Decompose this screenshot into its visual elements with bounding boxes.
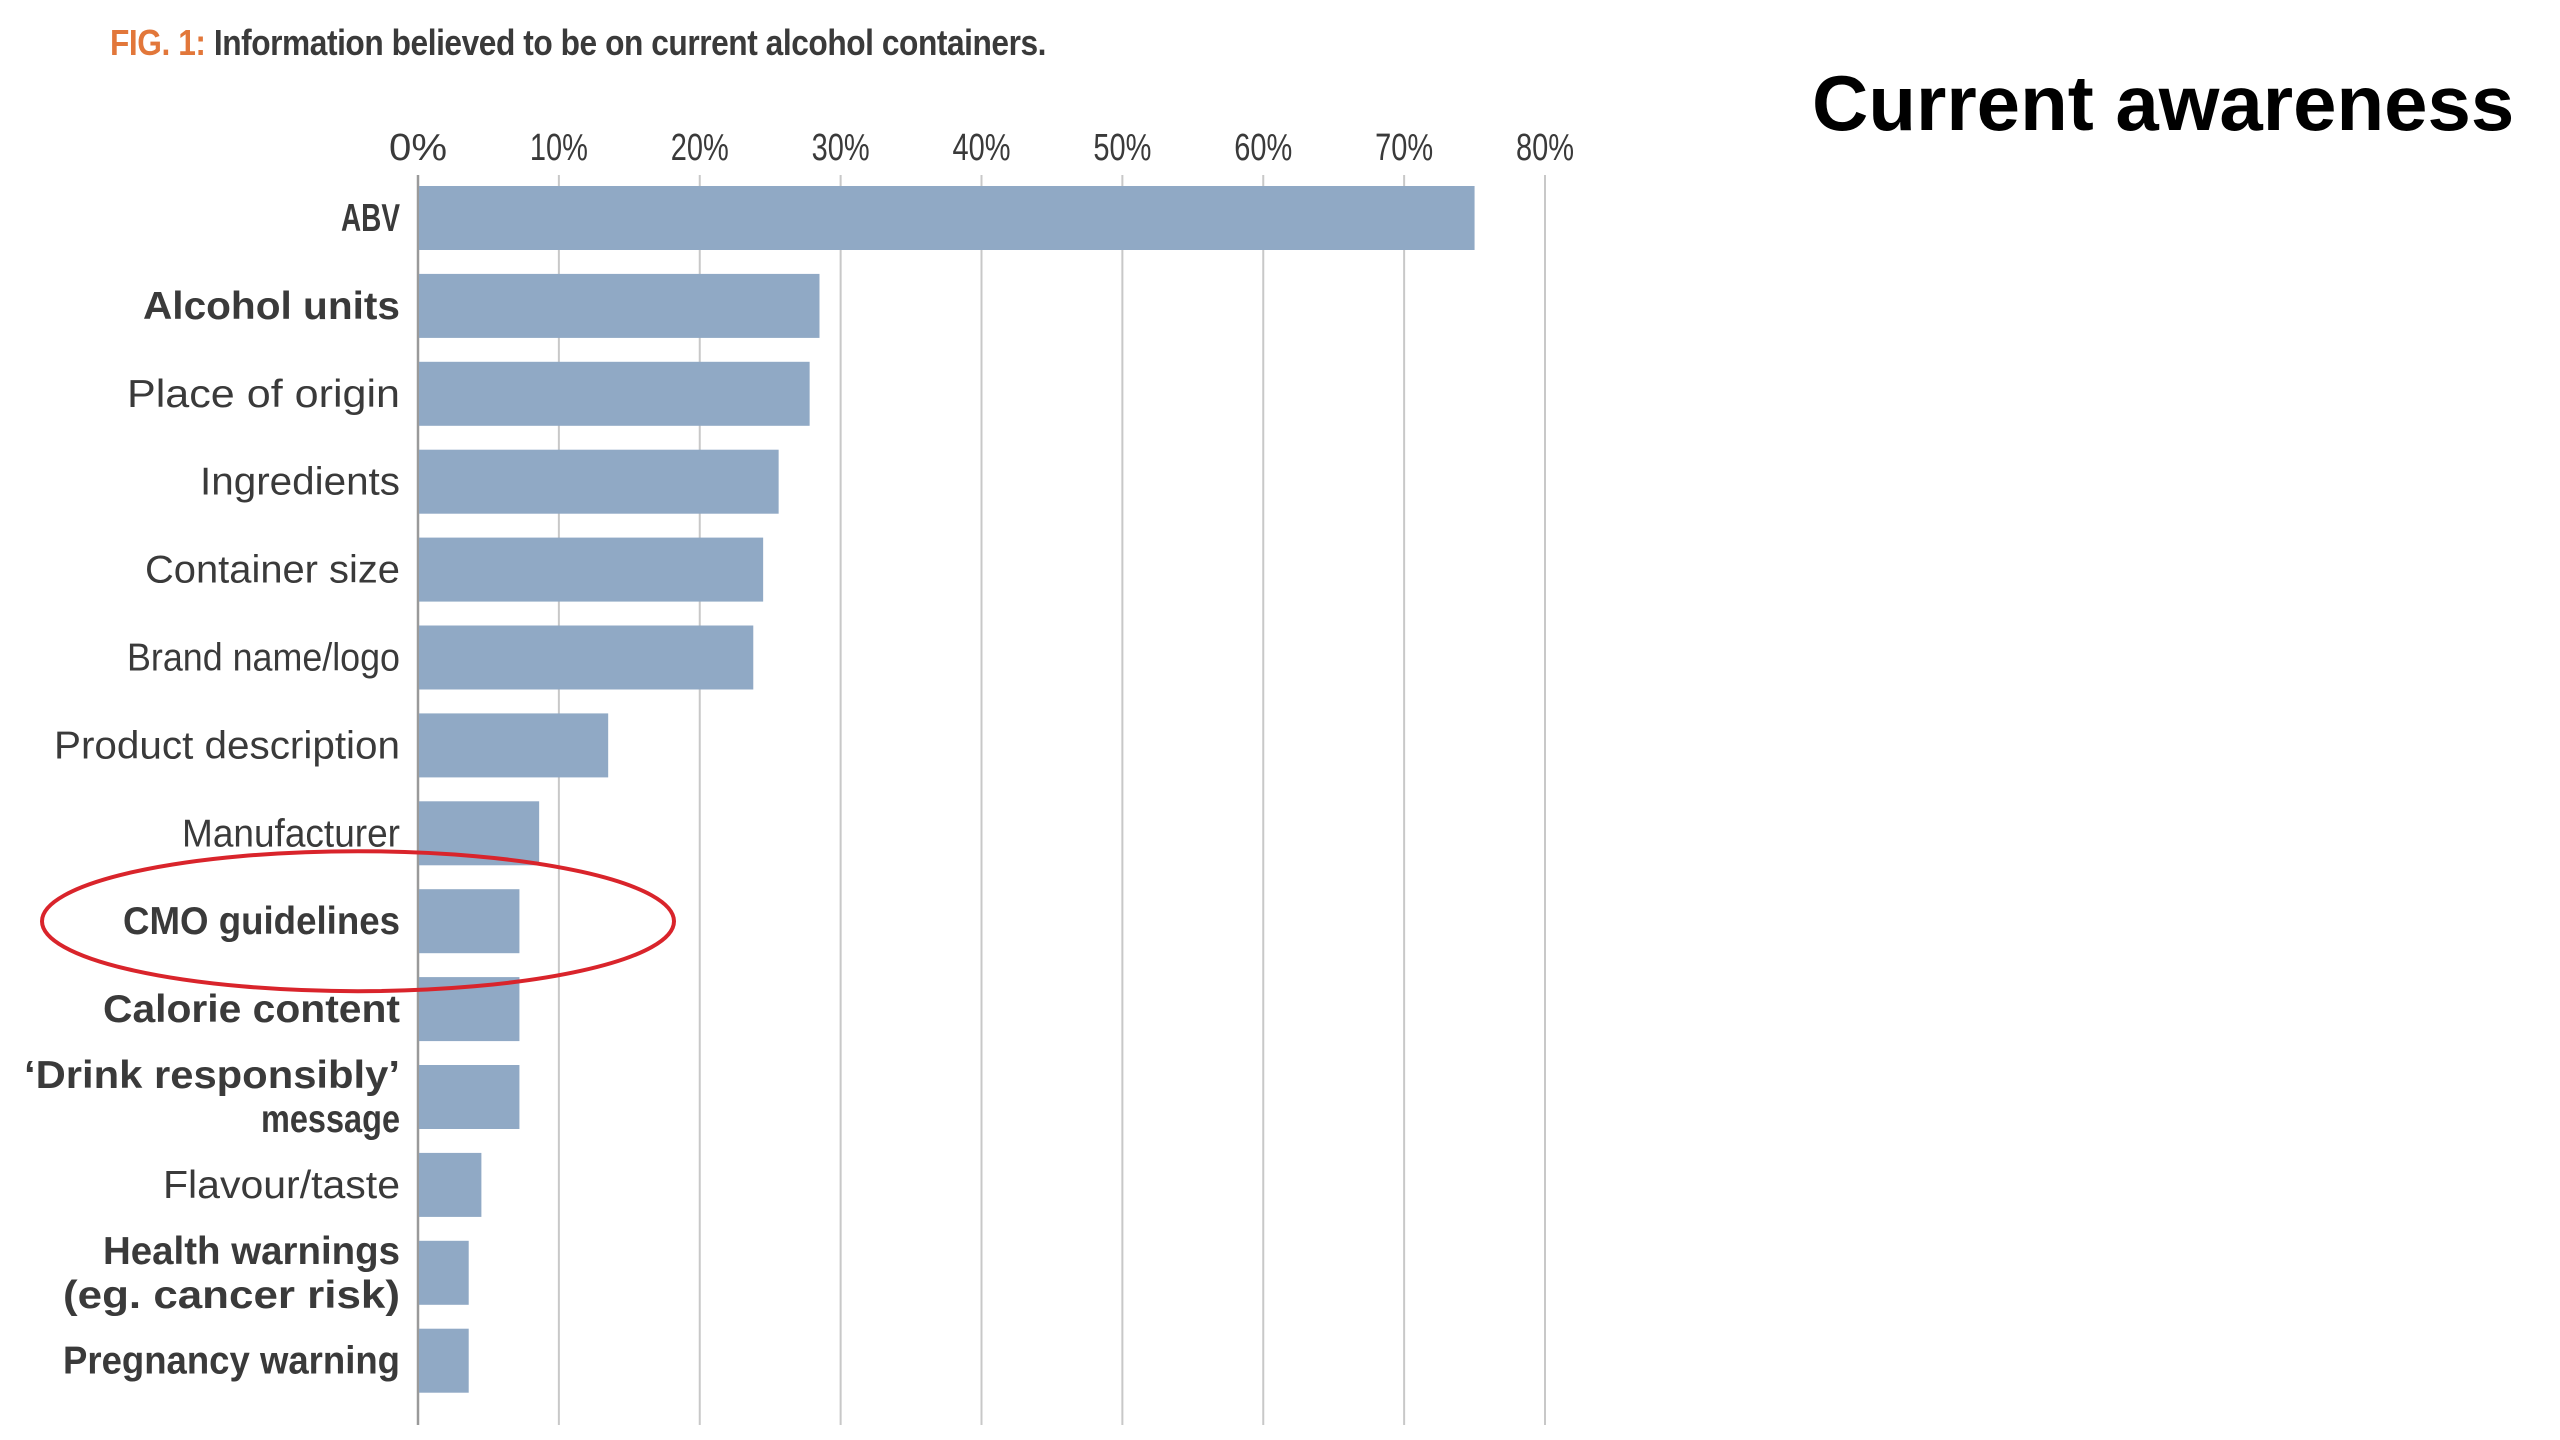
x-tick-label: 50% (1093, 127, 1151, 169)
bar (419, 713, 609, 778)
side-title: Current awareness (1812, 59, 2515, 147)
bar (419, 1065, 520, 1129)
x-tick-label: 10% (530, 127, 588, 169)
category-label: Flavour/taste (163, 1164, 400, 1207)
category-label: Manufacturer (182, 812, 400, 855)
bar (419, 361, 810, 426)
bar (419, 273, 820, 338)
category-label: Alcohol units (143, 285, 400, 328)
category-label: (eg. cancer risk) (63, 1274, 400, 1317)
bar (419, 449, 779, 514)
figure-title: FIG. 1: Information believed to be on cu… (110, 22, 1046, 64)
category-label: Product description (54, 724, 400, 767)
category-label: ‘Drink responsibly’ (24, 1054, 400, 1097)
category-label: Place of origin (127, 373, 400, 416)
x-tick-label: 80% (1516, 127, 1574, 169)
x-tick-label: 60% (1234, 127, 1292, 169)
figure-label: FIG. 1: (110, 22, 206, 63)
category-label: Brand name/logo (127, 637, 400, 680)
category-label: CMO guidelines (123, 900, 400, 943)
category-label: ABV (341, 197, 400, 240)
bar (419, 1152, 482, 1217)
bar (419, 889, 520, 954)
bar (419, 625, 754, 690)
highlight-ellipse (40, 849, 676, 994)
category-label: message (261, 1098, 400, 1141)
figure-title-text: Information believed to be on current al… (213, 22, 1047, 63)
bar (419, 537, 764, 602)
x-tick-label: 30% (812, 127, 870, 169)
x-tick-label: 70% (1375, 127, 1433, 169)
bar (419, 1240, 469, 1305)
category-label: Container size (145, 549, 400, 592)
category-label: Ingredients (200, 461, 400, 504)
category-label: Health warnings (103, 1230, 400, 1273)
x-tick-label: 40% (953, 127, 1011, 169)
x-tick-label: 20% (671, 127, 729, 169)
bar (419, 1328, 469, 1393)
x-tick-label: 0% (389, 127, 447, 169)
category-label: Pregnancy warning (63, 1340, 400, 1383)
bar (419, 186, 1475, 250)
category-label: Calorie content (103, 988, 400, 1031)
